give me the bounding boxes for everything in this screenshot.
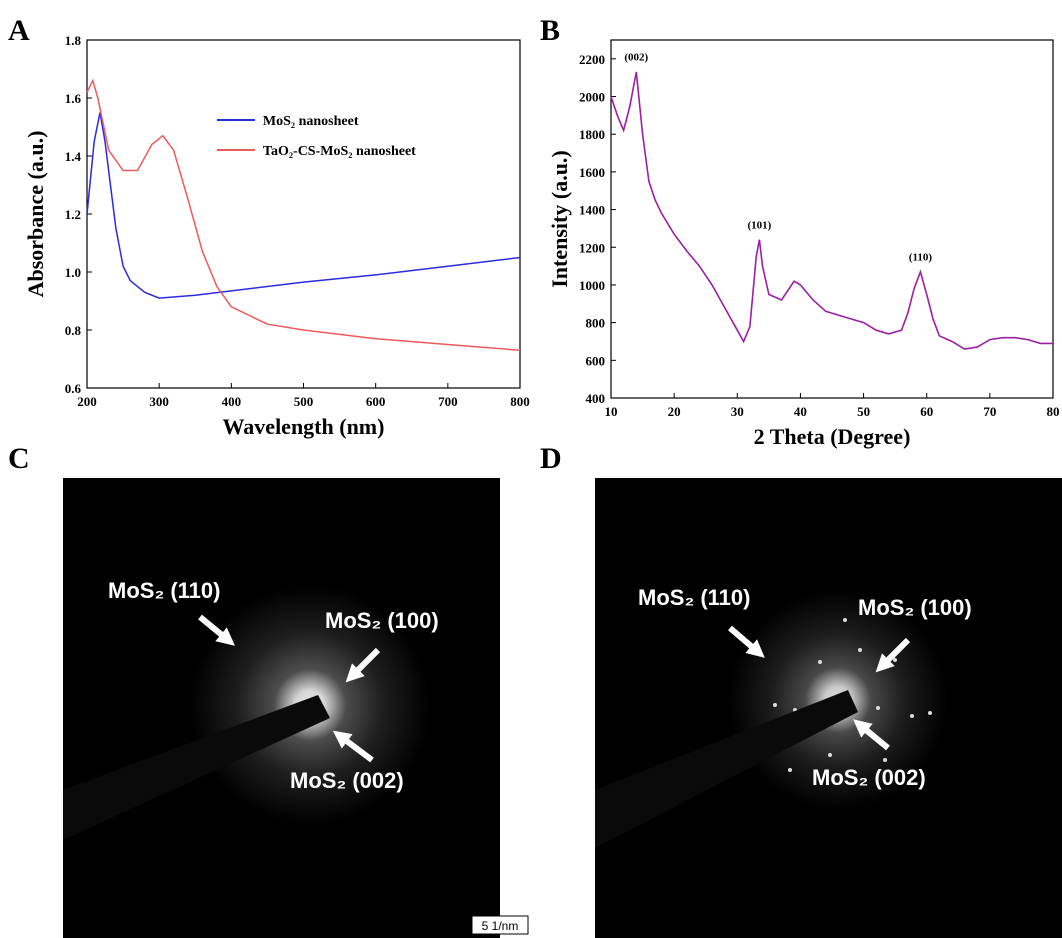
image-label: MoS₂ (100)	[858, 595, 972, 620]
x-tick-label: 70	[983, 404, 996, 419]
diffraction-image: MoS₂ (110) MoS₂ (100) MoS₂ (002) 5 1/nm	[63, 478, 529, 938]
y-tick-label: 1200	[579, 240, 605, 255]
x-tick-label: 400	[222, 394, 242, 409]
y-tick-label: 0.8	[65, 323, 82, 338]
scale-bar: 5 1/nm	[482, 919, 519, 933]
y-tick-label: 2200	[579, 52, 605, 67]
data-line	[86, 112, 521, 299]
legend-label: TaO₂-CS-MoS₂ nanosheet	[263, 144, 416, 159]
y-tick-label: 1000	[579, 278, 605, 293]
y-tick-label: 600	[586, 353, 606, 368]
y-axis-label: Intensity (a.u.)	[547, 150, 572, 288]
diffraction-image: MoS₂ (110) MoS₂ (100) MoS₂ (002)	[595, 478, 1062, 938]
x-tick-label: 30	[731, 404, 744, 419]
y-tick-label: 1800	[579, 127, 605, 142]
y-tick-label: 2000	[579, 90, 605, 105]
image-label: MoS₂ (002)	[812, 765, 926, 790]
x-axis-label: 2 Theta (Degree)	[754, 424, 911, 449]
y-tick-label: 1.2	[65, 207, 81, 222]
x-tick-label: 40	[794, 404, 807, 419]
panel-label: D	[540, 442, 562, 475]
image-label: MoS₂ (110)	[108, 578, 220, 603]
x-tick-label: 10	[605, 404, 618, 419]
data-line	[610, 71, 1053, 350]
x-tick-label: 20	[668, 404, 681, 419]
y-tick-label: 1.4	[65, 149, 82, 164]
x-tick-label: 50	[857, 404, 870, 419]
annotation: (002)	[624, 52, 648, 64]
annotation: (110)	[909, 251, 933, 263]
x-tick-label: 500	[294, 394, 314, 409]
x-tick-label: 700	[438, 394, 458, 409]
x-tick-label: 80	[1047, 404, 1060, 419]
y-axis-label: Absorbance (a.u.)	[23, 131, 48, 298]
y-tick-label: 1.8	[65, 33, 82, 48]
x-axis-label: Wavelength (nm)	[223, 414, 385, 439]
annotation: (101)	[747, 219, 771, 231]
y-tick-label: 1.6	[65, 91, 82, 106]
panel-label: C	[8, 442, 30, 475]
data-line	[86, 78, 521, 352]
x-tick-label: 300	[149, 394, 169, 409]
legend-label: MoS₂ nanosheet	[263, 114, 359, 129]
y-tick-label: 1400	[579, 203, 605, 218]
x-tick-label: 60	[920, 404, 933, 419]
image-label: MoS₂ (100)	[325, 608, 439, 633]
x-tick-label: 200	[77, 394, 97, 409]
y-tick-label: 1.0	[65, 265, 81, 280]
panel-label: B	[540, 14, 560, 47]
y-tick-label: 1600	[579, 165, 605, 180]
panel-label: A	[8, 14, 30, 47]
plot-frame	[86, 39, 521, 389]
y-tick-label: 800	[586, 316, 606, 331]
y-tick-label: 0.6	[65, 381, 82, 396]
x-tick-label: 600	[366, 394, 386, 409]
image-label: MoS₂ (110)	[638, 585, 750, 610]
image-label: MoS₂ (002)	[290, 768, 404, 793]
y-tick-label: 400	[586, 391, 606, 406]
x-tick-label: 800	[510, 394, 530, 409]
plot-frame	[610, 39, 1054, 399]
